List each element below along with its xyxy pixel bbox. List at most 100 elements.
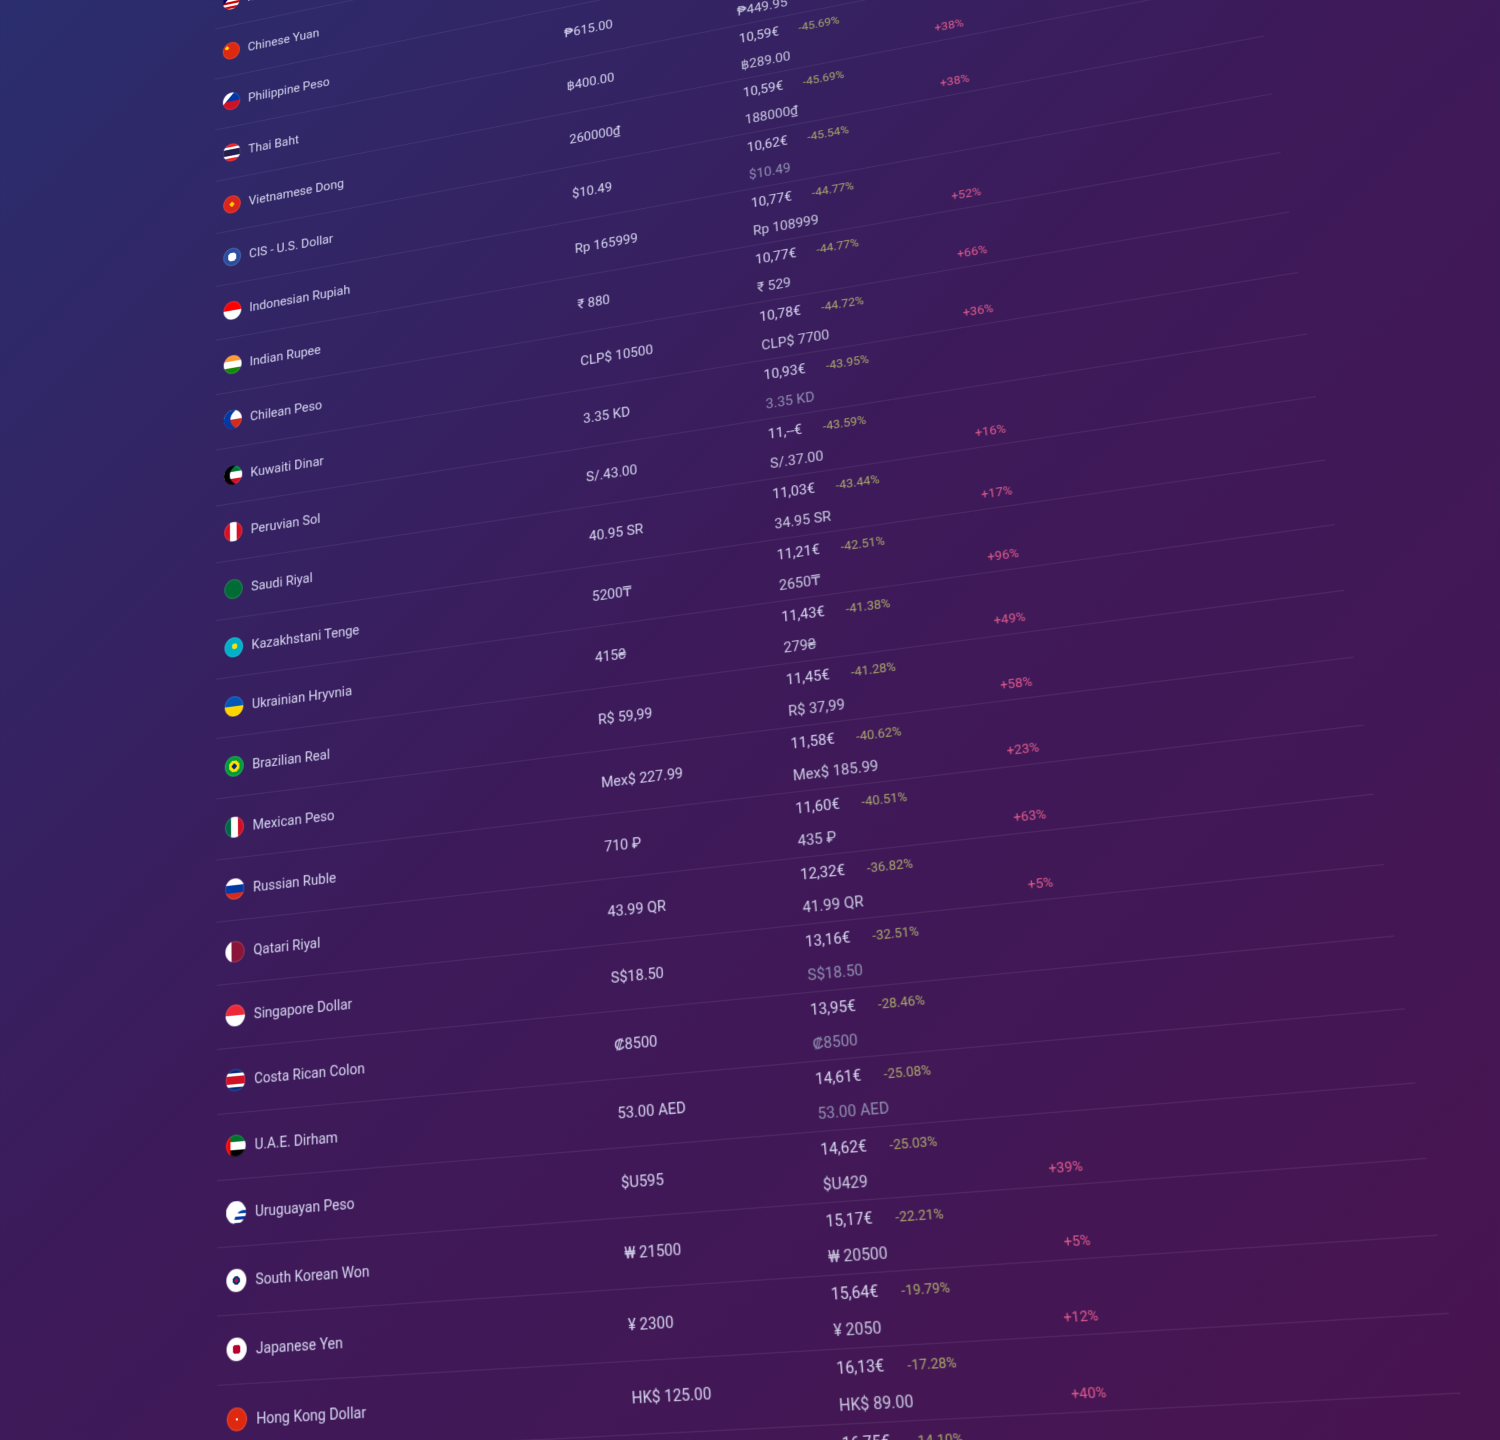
flag-icon [226,1068,246,1092]
currency-name: Chinese Yuan [248,25,320,54]
suggested-delta: +66% [956,243,987,262]
suggested-price: ₡8500 [812,1030,859,1053]
converted-delta: -45.69% [794,14,840,35]
suggested-price: 188000₫ [744,102,798,127]
converted-price: 12,32€ [800,860,850,884]
currency-name: Indian Rupee [250,342,321,369]
converted-delta: -44.72% [817,294,865,315]
currency-name: Uruguayan Peso [255,1194,355,1220]
current-price: ¥ 2300 [616,1276,824,1362]
currency-name: Philippine Peso [248,74,330,105]
converted-delta: -17.28% [903,1354,958,1374]
suggested-price: 41.99 QR [802,892,864,917]
converted-delta: -36.82% [862,856,913,877]
flag-icon [225,636,244,658]
suggested-price: ₩ 20500 [827,1243,888,1267]
currency-name: Saudi Riyal [251,569,313,594]
suggested-price: 3.35 KD [765,388,815,412]
flag-icon [225,877,244,900]
suggested-price: S$18.50 [807,960,864,984]
converted-price: 10,77€ [755,244,801,268]
suggested-delta: +38% [934,17,964,35]
currency-name: Indonesian Rupiah [249,282,350,315]
suggested-delta: +40% [1070,1384,1107,1404]
flag-icon [224,578,242,600]
suggested-delta: +96% [987,546,1020,565]
currency-name: Costa Rican Colon [254,1059,365,1087]
currency-name: Peruvian Sol [251,510,321,537]
converted-price: 11,--€ [767,420,806,442]
suggested-delta: +23% [1006,740,1040,759]
suggested-delta: +49% [993,610,1026,629]
suggested-delta: +5% [1027,875,1054,893]
suggested-price: $U429 [822,1171,868,1194]
suggested-price: 53.00 AED [817,1098,890,1124]
currency-name: Russian Ruble [253,869,336,896]
converted-price: 13,95€ [809,996,860,1020]
currency-name: Ukrainian Hryvnia [252,682,352,712]
converted-delta: -14.10% [909,1431,964,1440]
converted-delta: -43.59% [819,413,867,434]
suggested-price: 2650₸ [778,571,821,594]
suggested-delta: +16% [974,422,1006,441]
converted-price: 11,58€ [790,729,839,753]
converted-delta: -44.77% [812,236,859,257]
converted-delta: -44.77% [808,179,855,200]
converted-price: 14,62€ [820,1136,872,1160]
flag-icon [224,409,242,431]
currency-name: Malaysian Ringgit [247,0,340,4]
converted-delta: -32.51% [868,924,920,945]
converted-delta: -42.51% [836,534,885,555]
price-table-tilt-wrapper: CURRENCY CURRENT PRICE CONVERTED PRICE [214,0,1500,1440]
flag-icon [226,1004,245,1028]
suggested-delta: +12% [1063,1307,1100,1327]
flag-icon [226,1268,246,1293]
suggested-delta: +36% [962,302,994,321]
converted-delta: -45.54% [803,123,849,144]
suggested-delta: +17% [980,484,1013,503]
currency-name: Chilean Peso [250,397,322,424]
suggested-price: ₹ 529 [757,274,792,296]
suggested-price: HK$ 89.00 [838,1391,914,1416]
flag-icon [225,755,244,778]
converted-delta: -43.44% [831,473,880,494]
flag-icon [223,246,241,267]
suggested-price: CLP$ 7700 [761,326,830,353]
suggested-delta: +58% [1000,674,1033,693]
converted-delta: -22.21% [891,1206,945,1227]
converted-delta: -45.69% [799,68,845,89]
converted-price: 10,77€ [750,187,796,211]
current-price: HK$ 125.00 [620,1350,830,1435]
converted-delta: -40.51% [857,790,908,811]
suggested-price: $10.49 [748,160,791,183]
currency-name: CIS - U.S. Dollar [249,231,333,261]
converted-delta: -19.79% [897,1280,951,1301]
currency-name: Hong Kong Dollar [256,1402,366,1428]
converted-delta: -41.28% [847,660,897,681]
converted-delta: -28.46% [873,993,925,1014]
currency-name: Kazakhstani Tenge [251,621,359,653]
suggested-price: ¥ 2050 [833,1317,882,1340]
suggested-price: 34.95 SR [774,507,832,532]
currency-name: U.A.E. Dirham [255,1128,338,1154]
suggested-price: ฿289.00 [740,48,791,73]
suggested-price: S/.37.00 [769,447,824,472]
suggested-delta: +5% [1063,1232,1091,1251]
suggested-delta: +63% [1013,807,1047,826]
converted-price: 16,75€ [841,1431,895,1440]
currency-name: South Korean Won [255,1262,369,1289]
converted-price: 11,45€ [785,665,834,689]
converted-price: 11,03€ [772,479,820,503]
suggested-delta: +52% [951,185,982,204]
currency-price-table: CURRENCY CURRENT PRICE CONVERTED PRICE [214,0,1500,1440]
converted-price: 15,64€ [830,1281,883,1305]
converted-delta: -43.95% [822,353,870,374]
converted-price: 11,21€ [776,540,824,564]
suggested-price: 435 ₽ [797,828,837,851]
current-price: ₩ 21500 [613,1204,819,1290]
converted-price: 10,59€ [738,23,783,46]
currency-name: Kuwaiti Dinar [250,453,323,480]
converted-delta: -25.08% [879,1063,932,1084]
suggested-price: R$ 37,99 [788,695,846,720]
suggested-price: 279₴ [783,635,817,657]
